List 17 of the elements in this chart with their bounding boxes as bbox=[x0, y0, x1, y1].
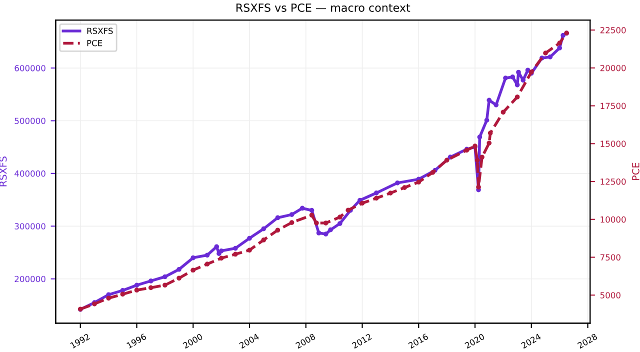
y2-tick-label: 15000 bbox=[600, 140, 626, 147]
y2-axis-title: PCE bbox=[632, 162, 640, 180]
y2-tick-label: 22500 bbox=[600, 27, 626, 34]
legend-label: RSXFS bbox=[87, 28, 113, 34]
y-tick-label: 400000 bbox=[14, 170, 46, 177]
y2-tick-label: 20000 bbox=[600, 64, 626, 72]
y-tick-label: 200000 bbox=[14, 276, 46, 282]
y2-tick-label: 10000 bbox=[600, 216, 626, 223]
y2-tick-label: 12500 bbox=[600, 178, 626, 185]
chart-title: RSXFS vs PCE — macro context bbox=[236, 3, 410, 12]
y-tick-label: 600000 bbox=[14, 65, 46, 72]
legend-label: PCE bbox=[87, 40, 102, 46]
y-tick-label: 500000 bbox=[14, 118, 46, 124]
y-tick-label: 300000 bbox=[14, 223, 46, 230]
y2-tick-label: 17500 bbox=[600, 102, 626, 110]
y2-tick-label: 5000 bbox=[600, 292, 620, 298]
y2-tick-label: 7500 bbox=[600, 254, 620, 261]
